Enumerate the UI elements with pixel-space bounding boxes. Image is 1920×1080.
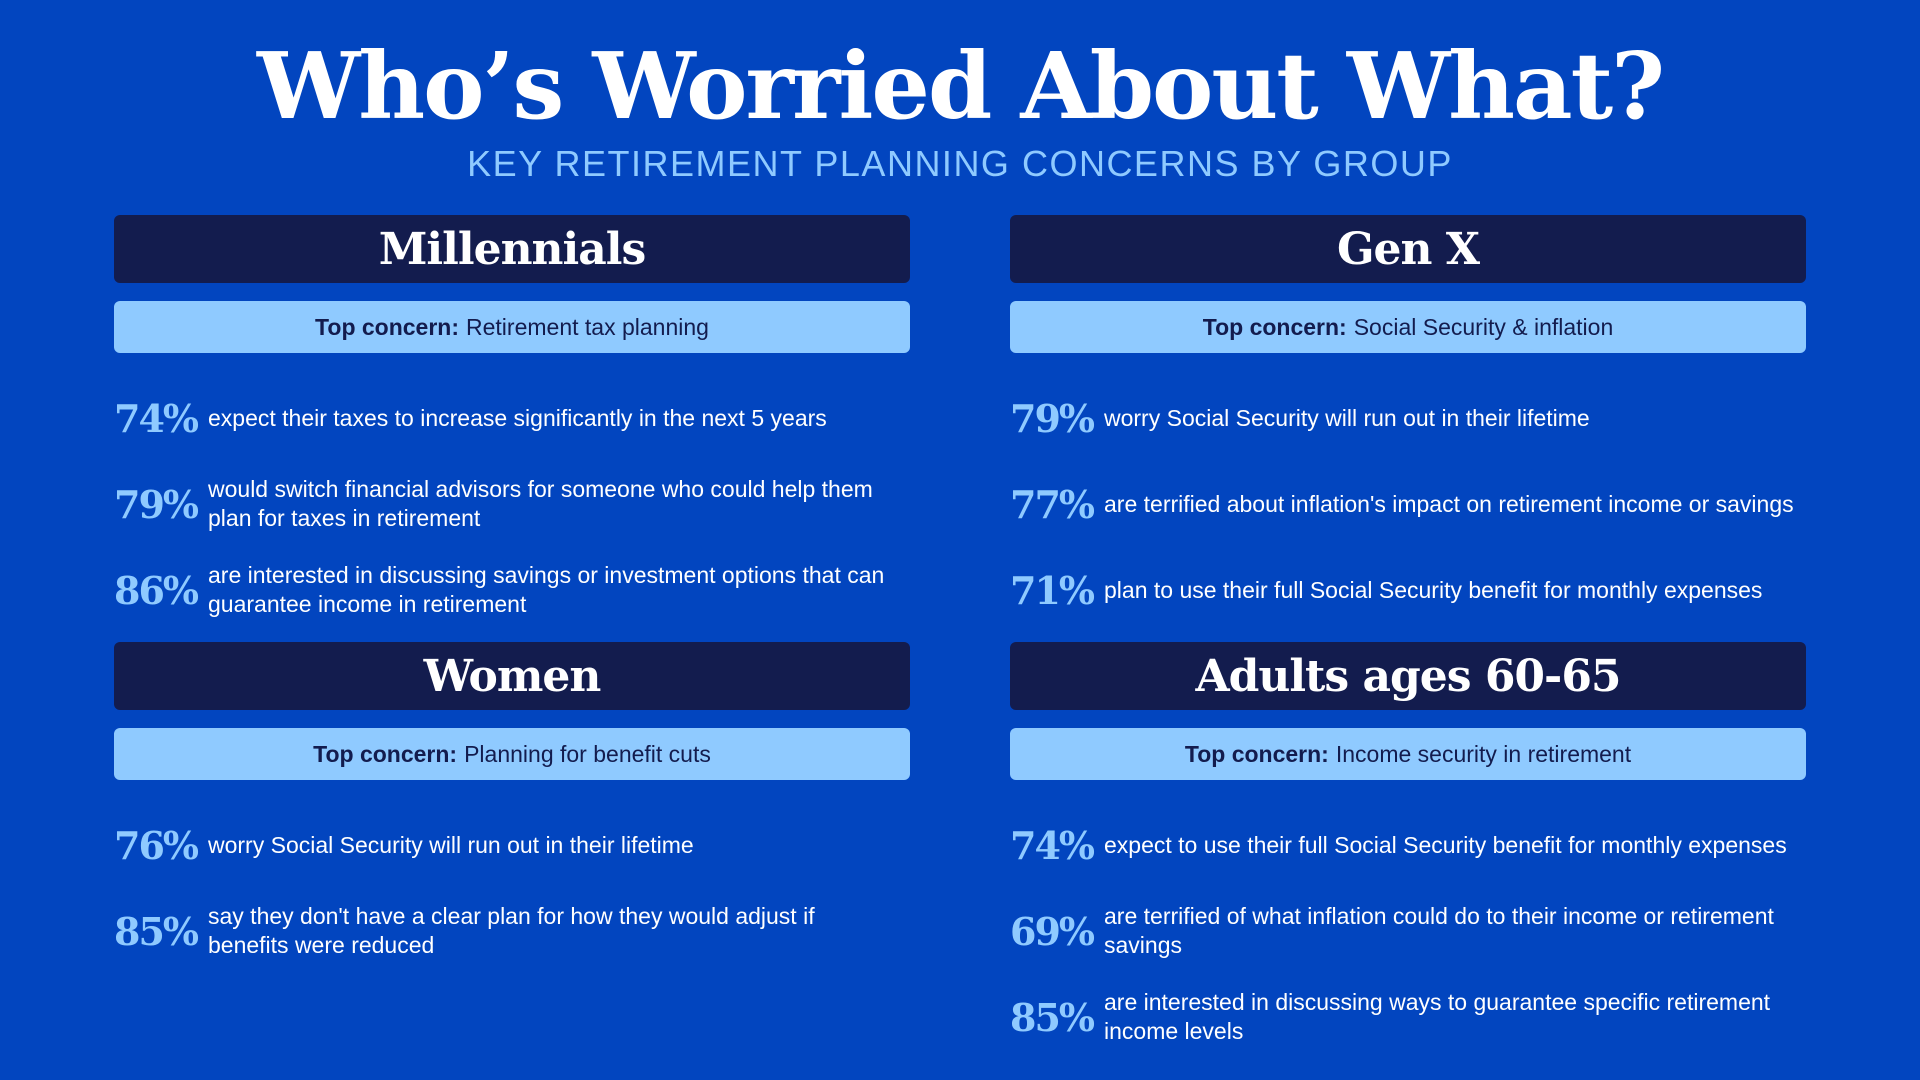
stat-text: plan to use their full Social Security b…	[1104, 576, 1763, 603]
stat-row: 86% are interested in discussing savings…	[114, 547, 910, 633]
group-header: Millennials	[114, 215, 910, 283]
stat-text: expect to use their full Social Security…	[1104, 831, 1787, 858]
stat-percent: 79%	[114, 481, 199, 527]
page-title: Who’s Worried About What?	[256, 32, 1665, 140]
stat-row: 79% worry Social Security will run out i…	[1010, 375, 1806, 461]
stat-row: 85% say they don't have a clear plan for…	[114, 888, 910, 974]
stat-list: 79% worry Social Security will run out i…	[1010, 375, 1806, 633]
stat-row: 69% are terrified of what inflation coul…	[1010, 888, 1806, 974]
stat-list: 74% expect to use their full Social Secu…	[1010, 802, 1806, 1060]
top-concern-label: Top concern:	[1202, 313, 1347, 340]
top-concern-bar: Top concern: Retirement tax planning	[114, 301, 910, 353]
top-concern-value: Income security in retirement	[1335, 740, 1632, 767]
group-header: Adults ages 60-65	[1010, 642, 1806, 710]
stat-row: 71% plan to use their full Social Securi…	[1010, 547, 1806, 633]
stat-text: say they don't have a clear plan for how…	[208, 903, 815, 958]
top-concern-label: Top concern:	[313, 740, 458, 767]
stat-percent: 79%	[1010, 395, 1095, 441]
stat-text: worry Social Security will run out in th…	[1104, 404, 1590, 431]
group-panel-adults-60-65: Adults ages 60-65 Top concern: Income se…	[1010, 642, 1806, 1060]
stat-percent: 71%	[1010, 567, 1095, 613]
top-concern-label: Top concern:	[1184, 740, 1329, 767]
stat-row: 76% worry Social Security will run out i…	[114, 802, 910, 888]
page-subtitle: KEY RETIREMENT PLANNING CONCERNS BY GROU…	[467, 143, 1453, 184]
stat-percent: 77%	[1010, 481, 1095, 527]
top-concern-value: Retirement tax planning	[466, 313, 709, 340]
stat-row: 77% are terrified about inflation's impa…	[1010, 461, 1806, 547]
top-concern-value: Planning for benefit cuts	[464, 740, 711, 767]
stat-text: are interested in discussing ways to gua…	[1104, 989, 1771, 1044]
top-concern-bar: Top concern: Income security in retireme…	[1010, 728, 1806, 780]
stat-text: expect their taxes to increase significa…	[208, 404, 827, 431]
stat-row: 85% are interested in discussing ways to…	[1010, 974, 1806, 1060]
stat-row: 79% would switch financial advisors for …	[114, 461, 910, 547]
stat-text: are terrified about inflation's impact o…	[1104, 490, 1794, 517]
stat-list: 76% worry Social Security will run out i…	[114, 802, 910, 974]
stat-percent: 85%	[1010, 994, 1095, 1040]
top-concern-value: Social Security & inflation	[1353, 313, 1614, 340]
group-panel-women: Women Top concern: Planning for benefit …	[114, 642, 910, 974]
group-panel-millennials: Millennials Top concern: Retirement tax …	[114, 215, 910, 633]
stat-percent: 74%	[114, 395, 199, 441]
stat-percent: 74%	[1010, 822, 1095, 868]
group-panel-gen-x: Gen X Top concern: Social Security & inf…	[1010, 215, 1806, 633]
stat-text: would switch financial advisors for some…	[208, 476, 873, 531]
stat-text: worry Social Security will run out in th…	[208, 831, 694, 858]
stat-text: are terrified of what inflation could do…	[1104, 903, 1774, 958]
stat-percent: 69%	[1010, 908, 1095, 954]
top-concern-bar: Top concern: Social Security & inflation	[1010, 301, 1806, 353]
stat-percent: 85%	[114, 908, 199, 954]
group-header: Gen X	[1010, 215, 1806, 283]
stat-row: 74% expect their taxes to increase signi…	[114, 375, 910, 461]
top-concern-label: Top concern:	[315, 313, 460, 340]
stat-list: 74% expect their taxes to increase signi…	[114, 375, 910, 633]
stat-percent: 76%	[114, 822, 199, 868]
stat-row: 74% expect to use their full Social Secu…	[1010, 802, 1806, 888]
group-header: Women	[114, 642, 910, 710]
top-concern-bar: Top concern: Planning for benefit cuts	[114, 728, 910, 780]
stat-percent: 86%	[114, 567, 199, 613]
stat-text: are interested in discussing savings or …	[208, 562, 885, 617]
